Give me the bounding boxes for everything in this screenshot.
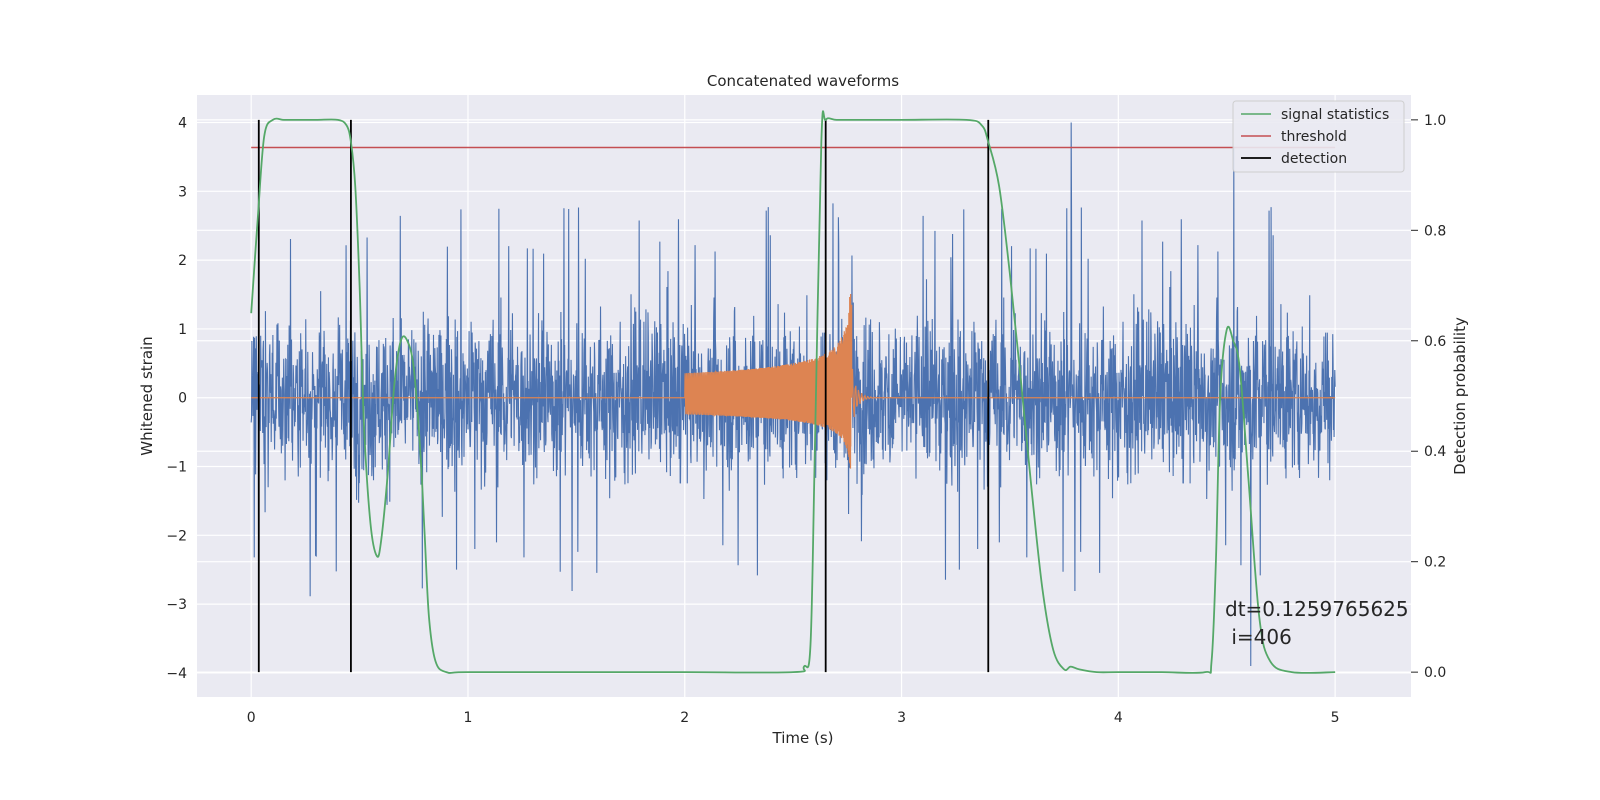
y-tick-label: 2: [178, 253, 187, 269]
y-axis-ticks: −4 −3 −2 −1 0 1 2 3 4: [166, 116, 187, 682]
x-tick-label: 3: [897, 710, 906, 726]
strain-line: [250, 122, 1336, 667]
y2-tick-label: 0.0: [1424, 665, 1446, 681]
template-series: [251, 294, 1336, 469]
x-tick-label: 2: [680, 710, 689, 726]
y2-tick-label: 0.8: [1424, 223, 1446, 239]
signal-statistics-line: [250, 110, 1336, 674]
signal-statistics-series: [250, 110, 1336, 674]
y2-tick-label: 0.6: [1424, 334, 1446, 350]
chart-title: Concatenated waveforms: [707, 72, 899, 90]
y2-tick-label: 0.2: [1424, 555, 1446, 571]
strain-series: [250, 122, 1336, 667]
detection-series: [257, 119, 990, 673]
y-tick-label: −1: [166, 460, 187, 476]
annotation: dt=0.1259765625 i=406: [1225, 597, 1409, 649]
legend-label-detection: detection: [1281, 151, 1347, 167]
y2-tick-label: 0.4: [1424, 444, 1446, 460]
x-axis-label: Time (s): [772, 729, 834, 747]
y2-tick-label: 1.0: [1424, 113, 1446, 129]
y-tick-label: 3: [178, 184, 187, 200]
legend-box: [1232, 100, 1405, 173]
legend-label-threshold: threshold: [1281, 129, 1347, 145]
x-tick-label: 4: [1114, 710, 1123, 726]
x-tick-label: 5: [1331, 710, 1340, 726]
template-line: [251, 294, 1336, 469]
y-tick-label: 1: [178, 322, 187, 338]
y-tick-label: −4: [166, 666, 187, 682]
y2-axis-label: Detection probability: [1451, 317, 1469, 475]
x-tick-label: 1: [464, 710, 473, 726]
y2-axis-ticks: 0.0 0.2 0.4 0.6 0.8 1.0: [1411, 113, 1446, 681]
y-tick-label: −3: [166, 597, 187, 613]
y-tick-label: −2: [166, 528, 187, 544]
legend: signal statistics threshold detection: [1232, 100, 1405, 173]
annotation-line: dt=0.1259765625: [1225, 597, 1409, 621]
legend-label-signal-statistics: signal statistics: [1281, 107, 1389, 123]
y-axis-label: Whitened strain: [138, 336, 156, 455]
y-tick-label: 0: [178, 391, 187, 407]
x-tick-label: 0: [247, 710, 256, 726]
annotation-line: i=406: [1225, 625, 1292, 649]
y-tick-label: 4: [178, 116, 187, 132]
x-axis-ticks: 0 1 2 3 4 5: [247, 710, 1340, 726]
